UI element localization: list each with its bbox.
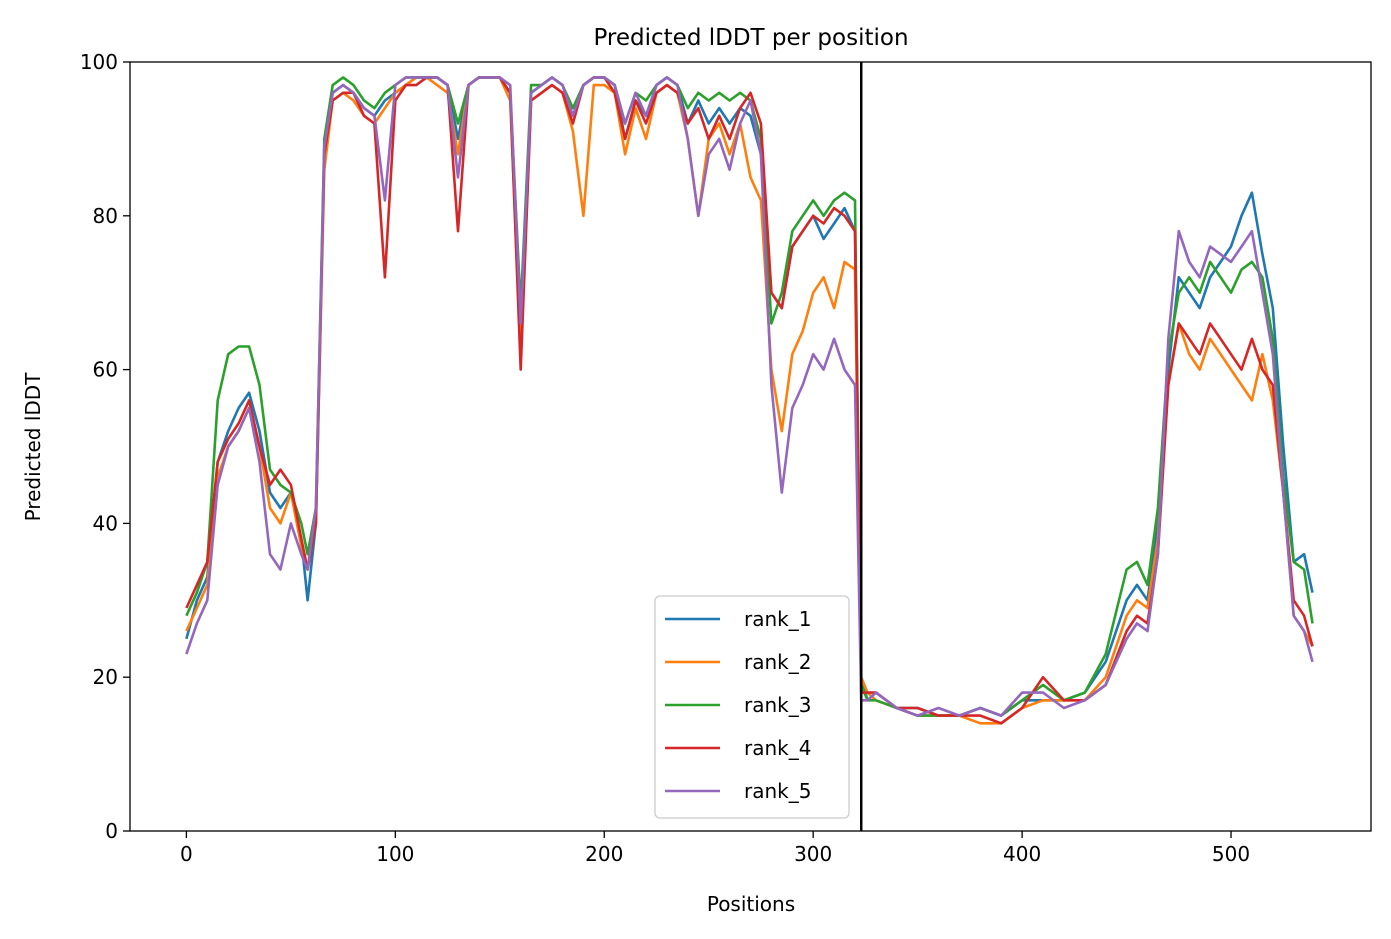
y-tick-label: 100 — [80, 50, 118, 74]
series-line-rank_3 — [185, 76, 1314, 717]
y-axis-ticks: 0 20 40 60 80 100 — [80, 50, 130, 843]
legend[interactable]: rank_1 rank_2 rank_3 rank_4 rank_5 — [654, 595, 850, 819]
legend-label-rank_1: rank_1 — [744, 607, 811, 631]
plot-frame — [129, 61, 1372, 832]
x-tick-label: 500 — [1212, 842, 1250, 866]
y-tick-label: 80 — [93, 204, 118, 228]
chart-title: Predicted lDDT per position — [593, 25, 908, 51]
y-tick-label: 40 — [93, 511, 118, 535]
legend-frame — [654, 595, 850, 819]
legend-label-rank_4: rank_4 — [744, 736, 811, 760]
y-tick-label: 60 — [93, 358, 118, 382]
x-axis-label: Positions — [707, 892, 795, 916]
x-tick-label: 200 — [585, 842, 623, 866]
series-line-rank_5 — [185, 76, 1314, 717]
y-tick-label: 20 — [93, 665, 118, 689]
x-tick-label: 100 — [376, 842, 414, 866]
x-axis-ticks: 0 100 200 300 400 500 — [180, 831, 1250, 866]
x-tick-label: 300 — [794, 842, 832, 866]
x-tick-label: 0 — [180, 842, 193, 866]
series-line-rank_4 — [185, 76, 1314, 725]
series-layer — [185, 76, 1314, 725]
y-tick-label: 0 — [105, 819, 118, 843]
x-tick-label: 400 — [1003, 842, 1041, 866]
legend-label-rank_3: rank_3 — [744, 693, 811, 717]
y-axis-label: Predicted lDDT — [21, 372, 45, 522]
legend-label-rank_5: rank_5 — [744, 779, 811, 803]
legend-label-rank_2: rank_2 — [744, 650, 811, 674]
